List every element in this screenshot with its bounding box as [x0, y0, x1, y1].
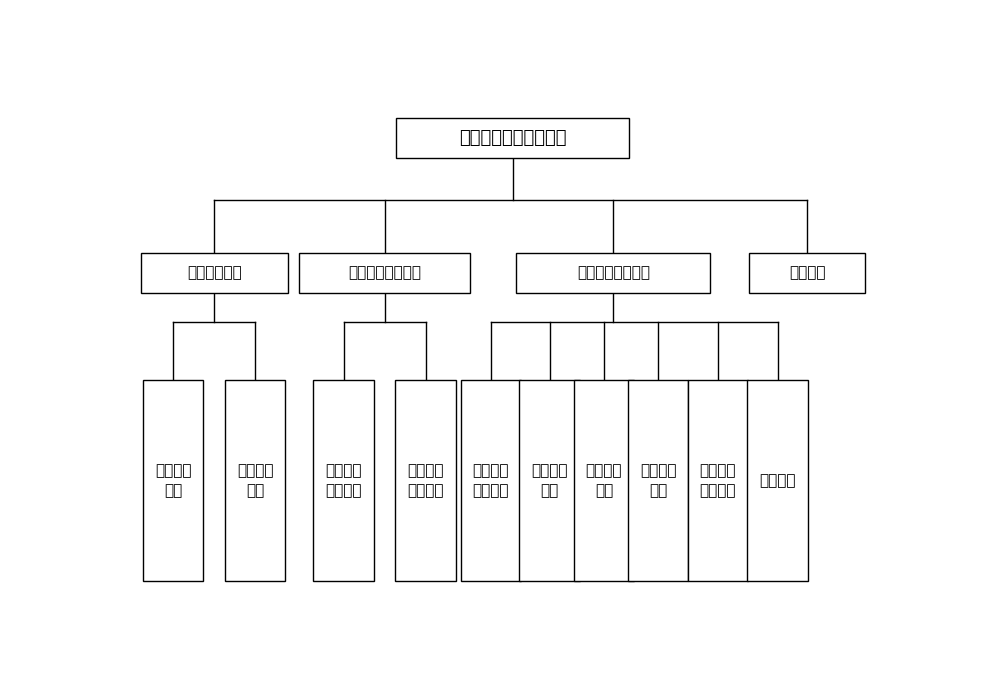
Text: 充电单元: 充电单元 — [789, 265, 825, 280]
Text: 引入外来
个体单元: 引入外来 个体单元 — [700, 463, 736, 498]
Text: 迭代单元: 迭代单元 — [759, 473, 796, 488]
Text: 基因交叉
单元: 基因交叉 单元 — [586, 463, 622, 498]
Text: 数据检测
单元: 数据检测 单元 — [155, 463, 191, 498]
Text: 数据处理
单元: 数据处理 单元 — [237, 463, 273, 498]
Bar — [747, 380, 808, 581]
Text: 直流内阻序列单元: 直流内阻序列单元 — [348, 265, 421, 280]
Bar — [299, 253, 470, 293]
Text: 数据采集单元: 数据采集单元 — [187, 265, 242, 280]
Bar — [396, 118, 629, 158]
Bar — [395, 380, 456, 581]
Bar — [749, 253, 865, 293]
Text: 液态金属电池充电系统: 液态金属电池充电系统 — [459, 129, 566, 147]
Bar — [313, 380, 374, 581]
Bar — [519, 380, 580, 581]
Text: 有序样品
聚类单元: 有序样品 聚类单元 — [407, 463, 444, 498]
Bar — [225, 380, 285, 581]
Bar — [574, 380, 634, 581]
Text: 父代挑选
单元: 父代挑选 单元 — [531, 463, 568, 498]
Bar — [628, 380, 688, 581]
Bar — [143, 380, 203, 581]
Bar — [461, 380, 521, 581]
Text: 充电电流序列单元: 充电电流序列单元 — [577, 265, 650, 280]
Bar — [516, 253, 710, 293]
Text: 直流内阻
采样单元: 直流内阻 采样单元 — [325, 463, 362, 498]
Bar — [140, 253, 288, 293]
Text: 初始种群
获取单元: 初始种群 获取单元 — [473, 463, 509, 498]
Bar — [688, 380, 748, 581]
Text: 基因变异
单元: 基因变异 单元 — [640, 463, 676, 498]
